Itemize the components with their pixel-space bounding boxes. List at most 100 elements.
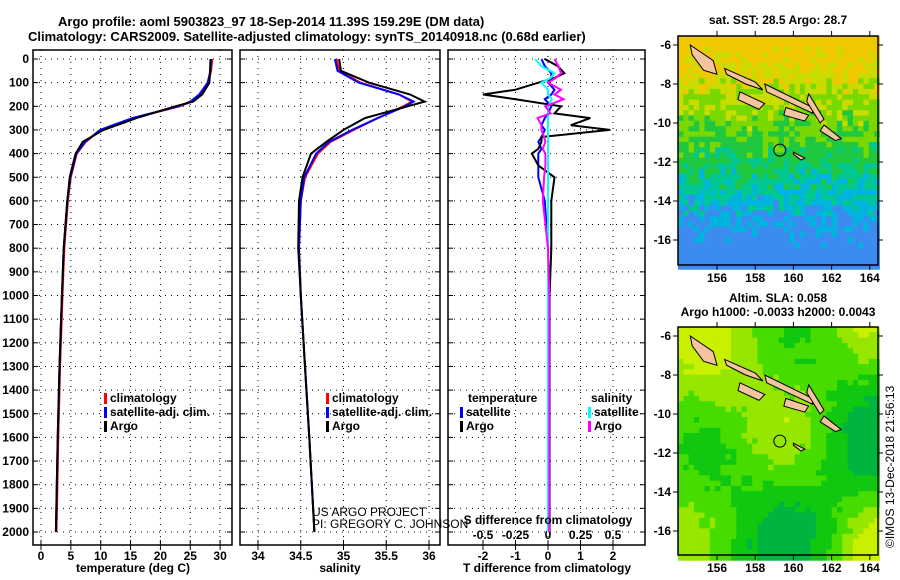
- lat-tick-label: -8: [660, 77, 671, 91]
- map-cell: [863, 163, 870, 169]
- map-cell: [826, 411, 833, 418]
- s-diff-tick-label: -0.25: [502, 528, 530, 542]
- map-cell: [837, 348, 843, 354]
- map-cell: [757, 131, 764, 138]
- map-cell: [773, 147, 780, 154]
- map-cell: [868, 46, 875, 53]
- map-cell: [773, 385, 780, 392]
- map-cell: [789, 491, 796, 498]
- map-cell: [773, 110, 780, 116]
- map-cell: [799, 83, 806, 90]
- map-cell: [784, 475, 790, 482]
- map-cell: [693, 248, 700, 254]
- map-cell: [837, 528, 843, 535]
- map-cell: [805, 337, 811, 344]
- map-cell: [868, 152, 875, 159]
- map-cell: [799, 459, 806, 466]
- map-cell: [847, 348, 854, 354]
- map-cell: [731, 443, 737, 450]
- map-cell: [863, 195, 870, 201]
- map-cell: [805, 142, 811, 148]
- map-cell: [699, 237, 705, 244]
- map-cell: [784, 46, 790, 53]
- y-tick-label: 400: [9, 147, 29, 161]
- map-cell: [762, 67, 769, 74]
- map-cell: [874, 189, 880, 196]
- map-cell: [720, 523, 727, 529]
- map-cell: [762, 438, 769, 445]
- map-cell: [815, 73, 822, 79]
- map-cell: [815, 448, 822, 455]
- map-cell: [799, 131, 806, 138]
- map-cell: [746, 168, 753, 175]
- map-cell: [837, 411, 843, 418]
- map-cell: [736, 226, 743, 233]
- map-cell: [699, 486, 705, 492]
- map-cell: [715, 486, 721, 492]
- map-cell: [773, 205, 780, 212]
- map-cell: [731, 179, 737, 185]
- map-cell: [805, 332, 811, 339]
- map-cell: [810, 184, 817, 191]
- map-cell: [837, 136, 843, 143]
- map-cell: [858, 406, 864, 413]
- map-cell: [699, 232, 705, 238]
- map-cell: [858, 73, 864, 79]
- map-cell: [757, 94, 764, 101]
- map-cell: [847, 332, 854, 339]
- map-cell: [868, 216, 875, 222]
- map-cell: [768, 496, 774, 503]
- y-tick-label: 1900: [2, 501, 29, 515]
- map-cell: [683, 152, 690, 159]
- map-cell: [746, 184, 753, 191]
- map-cell: [810, 189, 817, 196]
- map-cell: [815, 433, 822, 439]
- map-cell: [831, 369, 838, 376]
- map-cell: [720, 99, 727, 106]
- map-cell: [789, 184, 796, 191]
- map-cell: [768, 200, 774, 207]
- map-cell: [715, 406, 721, 413]
- map-cell: [837, 390, 843, 397]
- map-cell: [799, 369, 806, 376]
- map-cell: [858, 242, 864, 249]
- map-cell: [874, 554, 880, 561]
- map-cell: [868, 179, 875, 185]
- map-cell: [789, 78, 796, 85]
- map-cell: [799, 491, 806, 498]
- lat-tick-label: -10: [654, 407, 672, 421]
- map-cell: [794, 454, 801, 460]
- map-cell: [789, 342, 796, 349]
- map-cell: [678, 348, 684, 354]
- map-cell: [773, 253, 780, 260]
- map-cell: [688, 62, 695, 69]
- map-cell: [794, 554, 801, 561]
- map-cell: [752, 67, 758, 74]
- legend-swatch: [326, 393, 329, 404]
- map-cell: [683, 523, 690, 529]
- map-cell: [773, 73, 780, 79]
- map-cell: [821, 51, 827, 58]
- map-cell: [852, 78, 859, 85]
- map-cell: [821, 173, 827, 180]
- map-cell: [842, 417, 849, 423]
- map-cell: [842, 62, 849, 69]
- map-cell: [741, 380, 748, 386]
- map-cell: [762, 41, 769, 48]
- map-cell: [768, 348, 774, 354]
- map-cell: [720, 496, 727, 503]
- x-tick-label: 35: [337, 549, 351, 563]
- map-cell: [794, 184, 801, 191]
- map-cell: [736, 83, 743, 90]
- map-cell: [773, 554, 780, 561]
- map-cell: [831, 232, 838, 238]
- map-cell: [805, 422, 811, 429]
- map-cell: [847, 480, 854, 487]
- map-cell: [847, 496, 854, 503]
- map-cell: [720, 327, 727, 333]
- map-cell: [762, 433, 769, 439]
- map-cell: [752, 337, 758, 344]
- map-cell: [852, 253, 859, 260]
- map-cell: [858, 253, 864, 260]
- map-cell: [784, 62, 790, 69]
